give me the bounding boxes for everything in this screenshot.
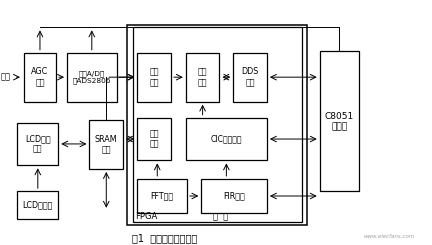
Text: SRAM
存储: SRAM 存储 <box>95 135 118 154</box>
Text: C8051
单片机: C8051 单片机 <box>324 111 354 131</box>
Bar <box>137 53 171 102</box>
Text: LCD显示器: LCD显示器 <box>22 201 53 210</box>
Bar <box>233 53 267 102</box>
Bar <box>186 53 219 102</box>
Bar <box>17 122 58 165</box>
Text: FIR滤波: FIR滤波 <box>223 192 245 200</box>
Text: DDS
模块: DDS 模块 <box>241 67 259 87</box>
Bar <box>137 118 171 160</box>
Bar <box>67 53 117 102</box>
Bar <box>24 53 56 102</box>
Text: 数字
混频: 数字 混频 <box>198 67 207 87</box>
Text: FPGA: FPGA <box>135 212 158 221</box>
Bar <box>201 179 267 213</box>
Text: 取模
运算: 取模 运算 <box>149 129 159 149</box>
Text: 高速A/D转
换ADS2806: 高速A/D转 换ADS2806 <box>73 70 111 84</box>
Text: www.elecfans.com: www.elecfans.com <box>363 234 415 239</box>
Bar <box>137 179 187 213</box>
Bar <box>89 120 123 169</box>
Bar <box>127 24 307 225</box>
Text: AGC
模块: AGC 模块 <box>32 67 48 87</box>
Text: 图1  系统总体设计框图: 图1 系统总体设计框图 <box>131 233 197 243</box>
Bar <box>17 191 58 219</box>
Text: FFT模块: FFT模块 <box>151 192 174 200</box>
Text: 信号: 信号 <box>1 73 11 82</box>
Bar <box>186 118 267 160</box>
Bar <box>320 51 359 191</box>
Text: LCD控制
模块: LCD控制 模块 <box>25 134 51 154</box>
Text: 数据
选择: 数据 选择 <box>149 67 159 87</box>
Text: 总  线: 总 线 <box>213 212 229 221</box>
Text: CIC抽取滤波: CIC抽取滤波 <box>211 135 242 144</box>
Bar <box>133 27 302 222</box>
